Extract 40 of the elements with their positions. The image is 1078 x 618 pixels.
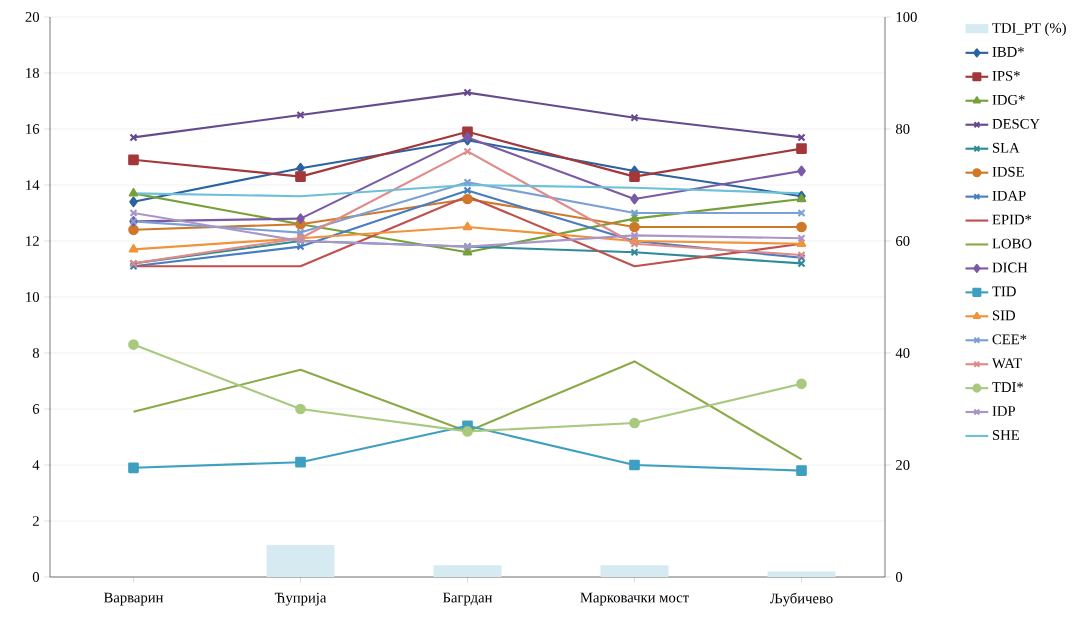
y-tick-label: 14 [26, 180, 40, 190]
y-tick-label: 16 [26, 124, 40, 134]
legend-label: IDG* [992, 94, 1025, 105]
legend-label: IBD* [992, 47, 1024, 57]
y-tick-label: 2 [32, 516, 39, 526]
y-tick-label: 4 [32, 460, 40, 470]
legend-label: IPS* [992, 70, 1020, 81]
legend-label: LOBO [992, 238, 1032, 249]
x-tick-label: Варварин [103, 592, 164, 606]
legend-label: TID [992, 286, 1016, 297]
legend-label: SID [992, 310, 1016, 321]
y-tick-label: 6 [32, 404, 40, 414]
y-tick-label: 20 [25, 12, 40, 22]
legend-label: DICH [992, 262, 1028, 273]
y-tick-label: 10 [26, 292, 40, 302]
y2-tick-label: 0 [895, 572, 903, 582]
legend-label: DESCY [992, 118, 1040, 129]
y-tick-label: 18 [26, 68, 40, 78]
y2-tick-label: 100 [896, 12, 917, 22]
x-tick-label: Багрдан [442, 592, 493, 606]
legend-label: TDI_PT (%) [992, 22, 1066, 36]
legend-label: IDSE [992, 166, 1024, 177]
x-tick-label: Љубичево [770, 592, 833, 607]
legend-label: EPID* [992, 214, 1032, 225]
legend-label: CEE* [992, 334, 1027, 345]
y-tick-label: 0 [32, 572, 40, 582]
y-tick-label: 12 [26, 236, 39, 246]
legend-label: IDAP [992, 190, 1026, 201]
y2-tick-label: 60 [896, 236, 910, 246]
legend-label: SLA [992, 142, 1020, 153]
y2-tick-label: 40 [895, 348, 910, 358]
y2-tick-label: 20 [896, 460, 910, 470]
y-tick-label: 8 [32, 348, 40, 358]
legend-label: WAT [992, 358, 1022, 369]
legend-label: SHE [992, 430, 1019, 440]
x-tick-label: Марковачки мост [580, 592, 689, 606]
legend-label: TDI* [992, 382, 1024, 392]
legend-label: IDP [992, 406, 1016, 416]
y2-tick-label: 80 [895, 124, 910, 134]
x-tick-label: Ћуприја [274, 592, 327, 606]
